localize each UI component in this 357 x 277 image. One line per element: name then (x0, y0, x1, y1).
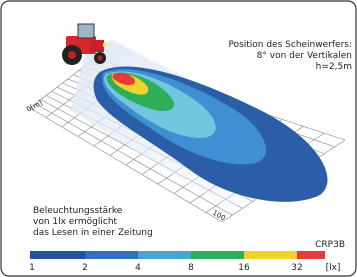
scale-label: 16 (238, 263, 250, 273)
scale-label: 8 (188, 263, 194, 273)
scale-label: 4 (135, 263, 141, 273)
diagram: Position des Scheinwerfers: 8° von der V… (0, 0, 357, 277)
header-line: Position des Scheinwerfers: (228, 40, 352, 50)
page: {"header": {"lines": ["Position des Sche… (0, 0, 357, 277)
color-bar (30, 251, 325, 259)
scale-label: 1 (29, 263, 35, 273)
header-line: 8° von der Vertikalen (257, 51, 352, 61)
scale-label: 2 (82, 263, 88, 273)
header-line: h=2,5m (316, 62, 352, 72)
note-line: von 1lx ermöglicht (33, 217, 118, 227)
note-line: das Lesen in einer Zeitung (33, 228, 153, 238)
scale-unit: [lx] (326, 263, 341, 273)
note-line: Beleuchtungsstärke (33, 206, 123, 216)
product-code: CRP3B (315, 240, 345, 250)
scale-label: 32 (291, 263, 302, 273)
